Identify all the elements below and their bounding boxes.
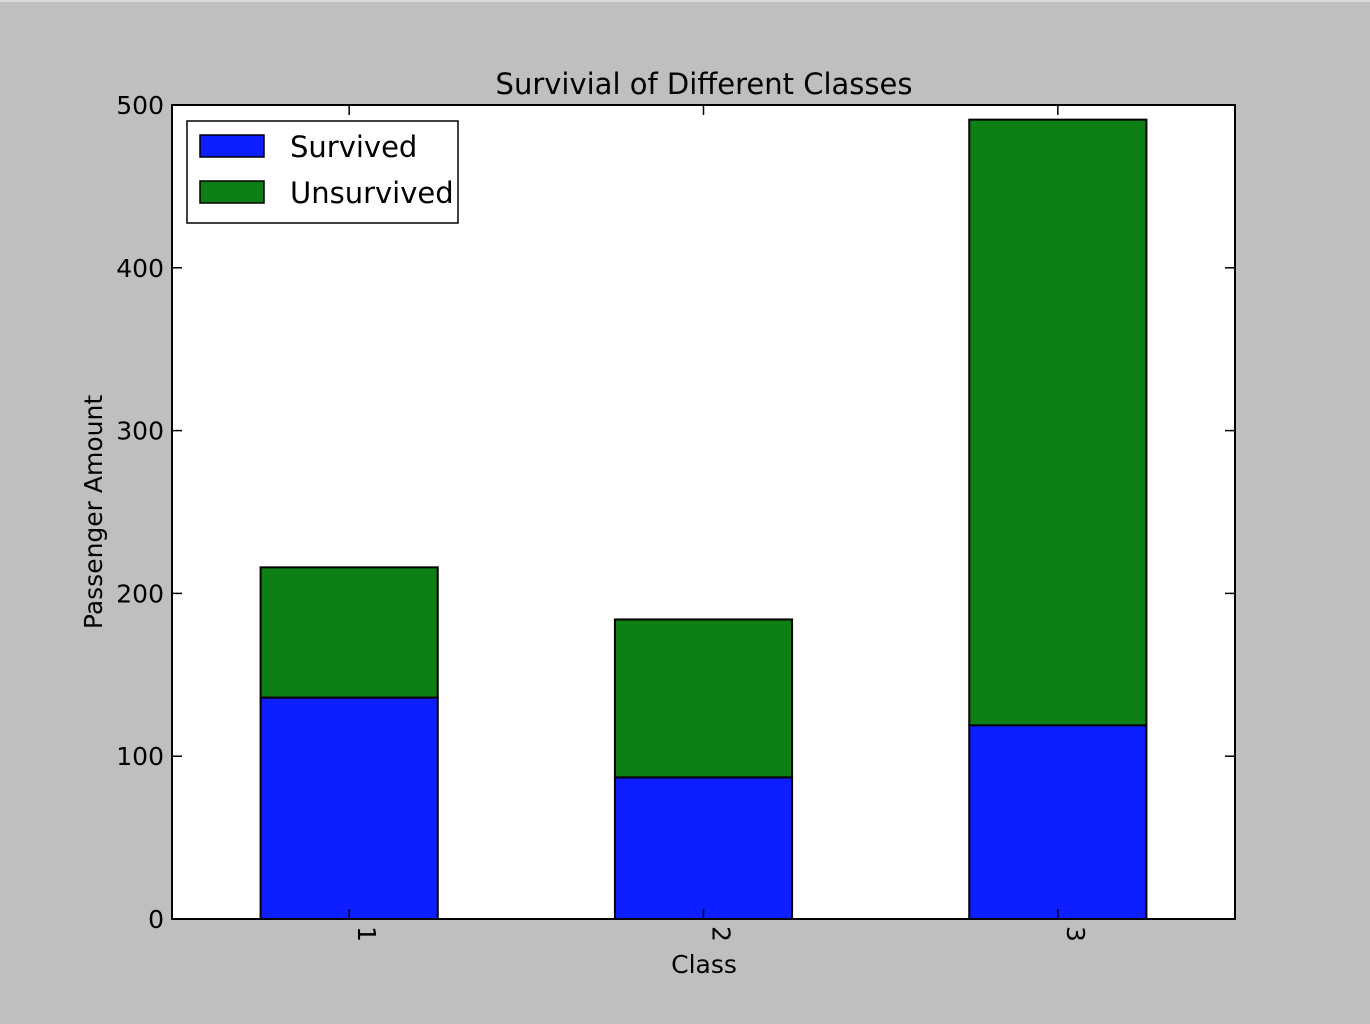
figure-edge xyxy=(0,0,1370,2)
x-tick-label: 1 xyxy=(352,926,381,942)
y-tick-label: 400 xyxy=(116,254,164,283)
y-tick-label: 500 xyxy=(116,91,164,120)
legend: Survived Unsurvived xyxy=(186,120,459,224)
x-axis-label: Class xyxy=(671,950,737,979)
legend-swatch-survived xyxy=(199,134,265,158)
bar-group xyxy=(259,118,1148,921)
x-tick-labels: 1 2 3 xyxy=(352,926,1090,942)
plot-frame xyxy=(171,104,1236,920)
y-tick-label: 300 xyxy=(116,417,164,446)
bar-survived-class-1 xyxy=(259,696,439,920)
legend-swatch-unsurvived xyxy=(199,180,265,204)
x-tick-label: 3 xyxy=(1061,926,1090,942)
bar-unsurvived-class-3 xyxy=(968,118,1148,727)
y-tick-label: 0 xyxy=(148,905,164,934)
bar-survived-class-2 xyxy=(613,776,794,921)
chart-title: Survivial of Different Classes xyxy=(496,67,913,101)
bar-survived-class-3 xyxy=(968,724,1148,920)
y-tick-labels: 0 100 200 300 400 500 xyxy=(116,91,164,934)
legend-label-unsurvived: Unsurvived xyxy=(290,176,454,210)
y-tick-label: 100 xyxy=(116,742,164,771)
legend-label-survived: Survived xyxy=(290,130,417,164)
y-axis-label: Passenger Amount xyxy=(79,395,108,629)
x-tick-label: 2 xyxy=(707,926,736,942)
bar-unsurvived-class-1 xyxy=(259,566,439,699)
y-tick-label: 200 xyxy=(116,579,164,608)
bar-unsurvived-class-2 xyxy=(613,618,794,779)
